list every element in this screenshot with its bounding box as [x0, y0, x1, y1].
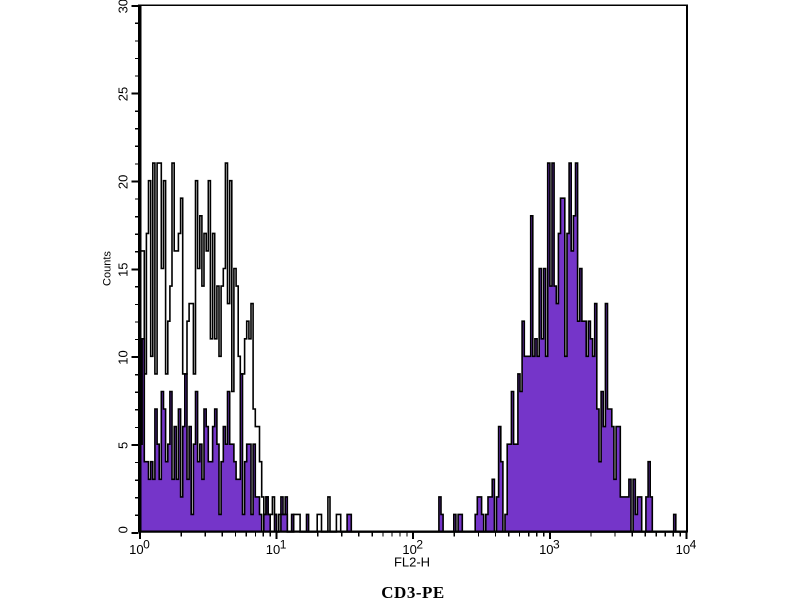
- svg-text:CD3-PE: CD3-PE: [381, 583, 444, 600]
- svg-text:10: 10: [266, 542, 280, 557]
- svg-text:20: 20: [116, 175, 131, 189]
- svg-text:5: 5: [116, 442, 131, 449]
- svg-text:2: 2: [416, 538, 423, 552]
- svg-text:3: 3: [553, 538, 560, 552]
- svg-text:10: 10: [539, 542, 553, 557]
- svg-text:10: 10: [676, 542, 690, 557]
- svg-text:25: 25: [116, 87, 131, 101]
- svg-text:1: 1: [280, 538, 287, 552]
- svg-text:10: 10: [116, 350, 131, 364]
- svg-text:Counts: Counts: [102, 251, 114, 286]
- svg-text:10: 10: [129, 542, 143, 557]
- svg-text:30: 30: [116, 0, 131, 13]
- svg-text:0: 0: [116, 526, 131, 533]
- svg-text:10: 10: [402, 542, 416, 557]
- svg-text:4: 4: [690, 538, 697, 552]
- svg-text:15: 15: [116, 262, 131, 276]
- svg-text:FL2-H: FL2-H: [394, 555, 430, 570]
- svg-text:0: 0: [143, 538, 150, 552]
